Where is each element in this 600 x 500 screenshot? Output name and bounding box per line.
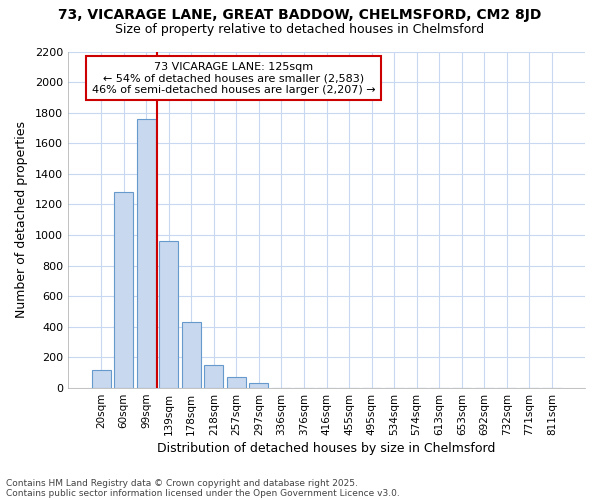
Bar — [114, 192, 133, 388]
Bar — [159, 241, 178, 388]
Bar — [204, 365, 223, 388]
X-axis label: Distribution of detached houses by size in Chelmsford: Distribution of detached houses by size … — [157, 442, 496, 455]
Bar — [250, 382, 268, 388]
Bar — [92, 370, 111, 388]
Y-axis label: Number of detached properties: Number of detached properties — [15, 122, 28, 318]
Text: Contains public sector information licensed under the Open Government Licence v3: Contains public sector information licen… — [6, 488, 400, 498]
Bar — [182, 322, 201, 388]
Text: 73 VICARAGE LANE: 125sqm
← 54% of detached houses are smaller (2,583)
46% of sem: 73 VICARAGE LANE: 125sqm ← 54% of detach… — [92, 62, 375, 95]
Text: 73, VICARAGE LANE, GREAT BADDOW, CHELMSFORD, CM2 8JD: 73, VICARAGE LANE, GREAT BADDOW, CHELMSF… — [58, 8, 542, 22]
Bar — [137, 119, 156, 388]
Text: Size of property relative to detached houses in Chelmsford: Size of property relative to detached ho… — [115, 22, 485, 36]
Bar — [227, 378, 246, 388]
Text: Contains HM Land Registry data © Crown copyright and database right 2025.: Contains HM Land Registry data © Crown c… — [6, 478, 358, 488]
